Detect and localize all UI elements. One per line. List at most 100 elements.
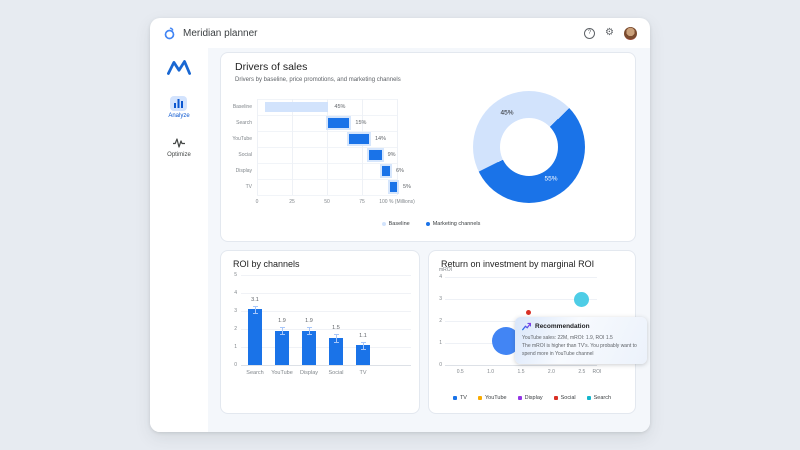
donut-label-baseline: 45%	[500, 109, 514, 117]
bar-value-label: 1.5	[332, 325, 340, 332]
x-tick-label: 1.0	[487, 369, 495, 375]
bar-value-label: 1.1	[359, 332, 367, 339]
drivers-legend: Baseline Marketing channels	[311, 221, 551, 227]
waterfall-bar-social[interactable]	[369, 150, 382, 160]
roi-bar-social[interactable]	[329, 338, 343, 365]
error-cap	[333, 341, 339, 343]
waterfall-bar-search[interactable]	[328, 118, 350, 128]
y-axis-label: YouTube	[232, 136, 252, 142]
roi-bar-display[interactable]	[302, 330, 316, 365]
meridian-m-logo-icon	[167, 60, 191, 80]
y-axis-label: Baseline	[232, 104, 252, 110]
x-axis-title: ROI	[592, 369, 602, 375]
legend-label: Display	[524, 395, 543, 401]
legend-item-social[interactable]: Social	[553, 395, 576, 401]
legend-label: YouTube	[484, 395, 507, 401]
error-cap	[279, 334, 285, 336]
bar-value-label: 45%	[334, 104, 346, 110]
legend-item-baseline[interactable]: Baseline	[381, 221, 410, 227]
error-cap	[360, 348, 366, 350]
legend-item-marketing-channels[interactable]: Marketing channels	[425, 221, 480, 227]
gridline	[327, 99, 328, 195]
x-category-label: Search	[246, 370, 264, 376]
bar-value-label: 9%	[387, 152, 396, 158]
roi-bar-chart: 0 1 2 3 4 5 3.1 Search 1.9 YouTube 1.9 Display 1.5 So…	[229, 272, 415, 387]
drivers-of-sales-card: Drivers of sales Drivers by baseline, pr…	[220, 52, 636, 242]
donut-hole	[500, 118, 558, 176]
bubble-legend: TV YouTube Display Social Search	[429, 395, 635, 401]
marginal-roi-card: Return on investment by marginal ROI mRO…	[428, 250, 647, 414]
x-tick-label: 0.5	[456, 369, 464, 375]
error-bar	[254, 305, 256, 313]
roi-bar-tv[interactable]	[356, 345, 370, 365]
gridline	[445, 365, 597, 366]
error-bar	[335, 334, 337, 342]
waterfall-bar-tv[interactable]	[390, 182, 397, 192]
gridline	[241, 329, 411, 330]
x-category-label: Social	[328, 370, 344, 376]
y-tick-label: 4	[439, 274, 442, 280]
bar-value-label: 1.9	[305, 318, 313, 325]
legend-label: Social	[560, 395, 576, 401]
sidebar-item-analyze[interactable]: Analyze	[168, 96, 190, 119]
sidebar-item-optimize[interactable]: Optimize	[167, 135, 191, 158]
legend-swatch	[425, 222, 430, 226]
app-header: Meridian planner ? ⚙	[150, 18, 650, 48]
x-category-label: Display	[299, 370, 319, 376]
waterfall-bar-baseline[interactable]	[265, 102, 329, 112]
sidebar-item-label: Optimize	[167, 152, 191, 158]
legend-label: Search	[593, 395, 612, 401]
gridline	[241, 311, 411, 312]
legend-swatch	[477, 396, 482, 400]
legend-swatch	[517, 396, 522, 400]
x-category-label: YouTube	[271, 370, 293, 376]
x-category-label: TV	[359, 370, 367, 376]
gridline	[257, 195, 397, 196]
recommendation-tooltip: Recommendation YouTube sales: 22M, mROI:…	[515, 317, 647, 364]
bubble-social[interactable]	[525, 309, 531, 315]
y-tick-label: 1	[439, 340, 442, 346]
y-tick-label: 0	[439, 362, 442, 368]
insights-icon	[522, 322, 531, 331]
gridline	[241, 293, 411, 294]
error-cap	[252, 312, 258, 314]
legend-item-search[interactable]: Search	[586, 395, 612, 401]
legend-item-youtube[interactable]: YouTube	[477, 395, 507, 401]
legend-label: TV	[459, 395, 467, 401]
gridline	[445, 277, 597, 278]
error-cap	[333, 334, 339, 336]
error-cap	[360, 341, 366, 343]
legend-swatch	[586, 396, 591, 400]
bar-value-label: 14%	[375, 136, 387, 142]
y-tick-label: 0	[234, 362, 237, 368]
gridline	[257, 99, 258, 195]
error-bar	[362, 341, 364, 349]
roi-bar-search[interactable]	[248, 309, 262, 365]
sidebar: Analyze Optimize	[150, 48, 208, 432]
roi-bar-youtube[interactable]	[275, 330, 289, 365]
help-icon[interactable]: ?	[584, 27, 596, 39]
legend-swatch	[381, 222, 386, 226]
y-axis-label: Display	[235, 168, 252, 174]
y-axis-label: Search	[236, 120, 252, 126]
legend-item-display[interactable]: Display	[517, 395, 543, 401]
waterfall-bar-display[interactable]	[381, 166, 390, 176]
y-tick-label: 2	[439, 318, 442, 324]
bar-value-label: 1.9	[278, 318, 286, 325]
y-tick-label: 4	[234, 290, 237, 296]
waterfall-bar-youtube[interactable]	[349, 134, 369, 144]
optimize-waveform-icon	[170, 135, 187, 150]
x-tick-label: 100 % (Millions)	[379, 199, 415, 205]
legend-item-tv[interactable]: TV	[452, 395, 467, 401]
app-body: Analyze Optimize Drivers of sales Driver…	[150, 48, 650, 432]
error-cap	[279, 327, 285, 329]
y-axis-label: TV	[245, 184, 252, 190]
settings-icon[interactable]: ⚙	[605, 27, 614, 38]
error-cap	[306, 327, 312, 329]
roi-by-channels-card: ROI by channels 0 1 2 3 4 5 3.1 Search 1.9 YouTub…	[220, 250, 420, 414]
bubble-search[interactable]	[574, 291, 590, 307]
avatar[interactable]	[624, 26, 637, 40]
gridline	[292, 99, 293, 195]
main-content: Drivers of sales Drivers by baseline, pr…	[208, 48, 650, 432]
